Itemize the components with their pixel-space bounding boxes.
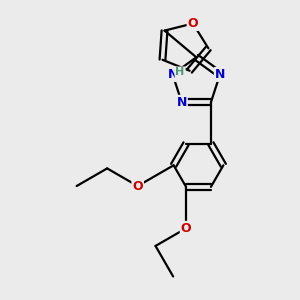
- Text: O: O: [188, 17, 198, 30]
- Text: O: O: [132, 179, 143, 193]
- Text: N: N: [176, 96, 187, 109]
- Text: N: N: [215, 68, 225, 81]
- Text: N: N: [167, 68, 178, 81]
- Text: O: O: [181, 222, 191, 235]
- Text: H: H: [176, 68, 185, 77]
